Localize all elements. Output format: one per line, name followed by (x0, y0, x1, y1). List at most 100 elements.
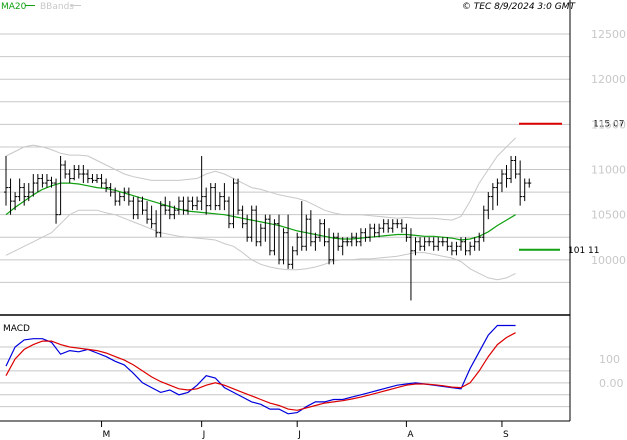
price-tick-label: 12500 (591, 28, 626, 41)
ohlc-bar (26, 183, 31, 202)
ohlc-bar (245, 214, 250, 242)
ohlc-bar (490, 183, 495, 211)
ohlc-bars (4, 155, 532, 301)
ohlc-bar (513, 155, 518, 179)
ohlc-bar (395, 219, 400, 229)
ohlc-bar (281, 228, 286, 265)
ohlc-bar (258, 223, 263, 247)
macd-tick-label: 100 (599, 353, 620, 366)
ohlc-bar (226, 196, 231, 229)
ohlc-bar (208, 183, 213, 211)
ohlc-bar (99, 174, 104, 188)
bband-lower-line (5, 209, 516, 281)
macd-panel-gridlines (0, 346, 570, 408)
ma20-line (5, 182, 516, 241)
ohlc-bar (499, 169, 504, 193)
ohlc-bar (463, 237, 468, 256)
ohlc-bar (158, 201, 163, 238)
ohlc-bar (263, 214, 268, 242)
ohlc-bar (340, 237, 345, 256)
ohlc-bar (331, 232, 336, 265)
ohlc-bar (363, 228, 368, 242)
ohlc-bar (295, 232, 300, 256)
ohlc-bar (22, 183, 27, 206)
macd-line (5, 324, 516, 415)
ohlc-bar (172, 205, 177, 220)
ohlc-bar (399, 219, 404, 233)
ohlc-bar (377, 223, 382, 238)
ohlc-bar (90, 174, 95, 184)
ohlc-bar (145, 201, 150, 224)
ohlc-bar (413, 237, 418, 256)
ohlc-bar (131, 196, 136, 220)
ohlc-bar (527, 178, 532, 188)
ohlc-bar (440, 237, 445, 247)
ohlc-bar (522, 178, 527, 202)
ohlc-bar (472, 237, 477, 251)
ohlc-bar (176, 196, 181, 215)
ohlc-bar (113, 187, 118, 206)
ohlc-bar (63, 160, 68, 179)
ohlc-bar (304, 214, 309, 251)
ohlc-bar (509, 155, 514, 184)
ohlc-bar (213, 183, 218, 211)
ohlc-bar (368, 223, 372, 242)
ohlc-bar (308, 210, 313, 247)
ohlc-bar (163, 196, 168, 215)
ohlc-bar (222, 183, 227, 211)
ohlc-bar (167, 201, 172, 220)
price-tick-label: 12000 (591, 73, 626, 86)
legend-bbands: BBands (40, 2, 74, 12)
ohlc-bar (431, 237, 436, 251)
ohlc-bar (126, 187, 131, 206)
ohlc-bar (290, 246, 295, 269)
ohlc-bar (122, 187, 127, 202)
ohlc-bar (468, 241, 473, 256)
ohlc-bar (386, 219, 391, 233)
legend: MA20 BBands (1, 2, 81, 12)
ohlc-bar (358, 228, 363, 247)
x-tick-label: S (503, 430, 509, 440)
ohlc-bar (154, 210, 159, 238)
axis-frame (0, 0, 571, 422)
ohlc-bar (44, 174, 49, 188)
macd-signal-line (5, 332, 516, 411)
ohlc-bar (40, 174, 45, 188)
ohlc-bar (495, 178, 500, 206)
price-tick-label: 10500 (591, 209, 626, 222)
ohlc-bar (67, 169, 72, 184)
ohlc-bar (286, 214, 291, 269)
macd-tick-label: 0.00 (599, 377, 624, 390)
ohlc-bar (149, 205, 154, 229)
ohlc-bar (449, 241, 454, 256)
macd-lines (5, 324, 516, 415)
ohlc-bar (72, 165, 77, 181)
ohlc-bar (254, 205, 259, 247)
ohlc-bar (459, 237, 463, 251)
chart-credit: © TEC 8/9/2024 3:0 GMT (462, 2, 577, 12)
ohlc-bar (204, 187, 209, 215)
ohlc-bar (354, 232, 359, 247)
ohlc-bar (518, 160, 523, 206)
ohlc-bar (76, 165, 81, 179)
ohlc-bar (108, 183, 113, 197)
price-levels: 115 07 101 11 (519, 120, 625, 256)
ohlc-bar (135, 196, 140, 220)
ohlc-bar (35, 174, 40, 193)
price-panel-gridlines (0, 33, 570, 283)
x-tick-label: J (297, 430, 301, 440)
ohlc-bar (199, 155, 204, 211)
x-tick-label: M (103, 430, 111, 440)
ohlc-bar (13, 192, 18, 211)
x-tick-label: A (407, 430, 414, 440)
bbands-overlay (5, 137, 516, 281)
ohlc-bar (436, 237, 441, 251)
ohlc-bar (317, 219, 322, 242)
ohlc-bar (327, 228, 332, 265)
ohlc-bar (190, 196, 195, 211)
ohlc-bar (81, 165, 86, 184)
ohlc-bar (54, 178, 59, 224)
ohlc-bar (186, 196, 190, 215)
